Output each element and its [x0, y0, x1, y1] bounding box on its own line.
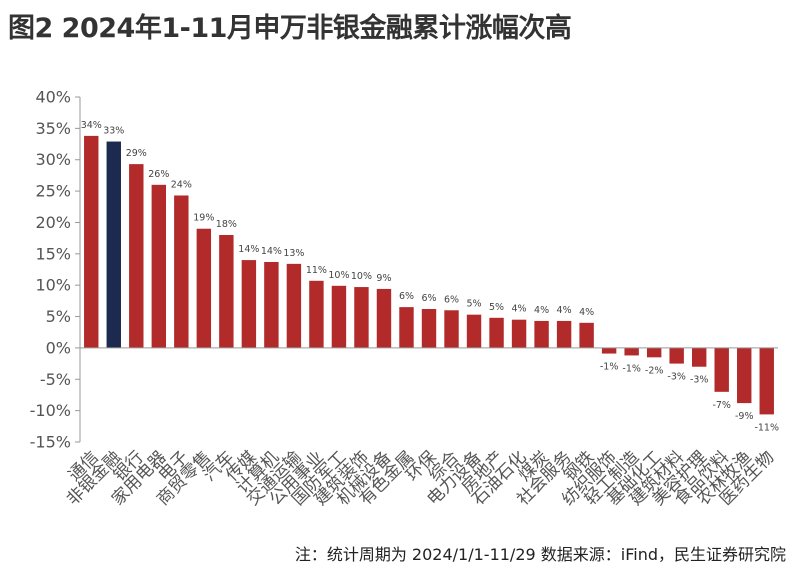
data-label: 10% — [328, 270, 349, 281]
source-note: 注：统计周期为 2024/1/1-11/29 数据来源：iFind，民生证券研究… — [294, 545, 786, 564]
bar-家用电器 — [151, 184, 167, 348]
data-label: 19% — [193, 213, 214, 224]
data-label: -11% — [754, 422, 779, 433]
y-tick-label: 10% — [35, 276, 71, 295]
data-label: 24% — [171, 179, 192, 190]
bar-房地产 — [489, 317, 504, 348]
y-tick-label: -10% — [30, 401, 71, 420]
data-label: 5% — [489, 302, 504, 313]
y-tick-label: 30% — [35, 150, 71, 169]
bar-通信 — [84, 135, 99, 348]
bar-食品饮料 — [714, 347, 729, 392]
bar-纺织服饰 — [601, 347, 617, 354]
bar-社会服务 — [556, 320, 572, 348]
bar-商贸零售 — [196, 228, 212, 348]
y-tick-label: 15% — [35, 244, 71, 263]
data-label: -3% — [667, 372, 686, 383]
y-tick-label: -5% — [40, 370, 71, 389]
bar-建筑装饰 — [354, 287, 369, 348]
bar-石油石化 — [511, 319, 527, 348]
data-label: 6% — [399, 291, 414, 302]
bar-机械设备 — [376, 288, 392, 348]
data-label: 14% — [261, 246, 282, 257]
y-tick-label: 5% — [46, 307, 71, 326]
bar-煤炭 — [534, 320, 549, 348]
data-label: 6% — [444, 294, 459, 305]
bar-传媒 — [241, 260, 257, 348]
bar-非银金融 — [106, 141, 121, 348]
data-label: 13% — [283, 248, 304, 259]
y-tick-label: 25% — [35, 182, 71, 201]
data-label: 4% — [579, 307, 594, 318]
bar-钢铁 — [579, 322, 594, 348]
bar-基础化工 — [646, 347, 662, 358]
bar-美容护理 — [691, 347, 707, 367]
data-label: 29% — [126, 148, 147, 159]
data-label: 4% — [534, 305, 549, 316]
bar-环保 — [421, 309, 437, 348]
data-label: -1% — [622, 363, 641, 374]
data-label: 4% — [512, 304, 527, 315]
data-label: 26% — [148, 169, 169, 180]
bar-有色金属 — [399, 307, 414, 348]
data-label: 6% — [421, 293, 436, 304]
data-label: -7% — [712, 400, 731, 411]
data-label: -2% — [645, 365, 664, 376]
data-label: 33% — [103, 126, 124, 137]
data-label: -1% — [600, 362, 619, 373]
y-tick-label: 35% — [35, 119, 71, 138]
y-tick-label: -15% — [30, 433, 71, 452]
bar-医药生物 — [759, 347, 774, 415]
bar-计算机 — [264, 261, 279, 348]
data-label: 9% — [376, 273, 391, 284]
chart-title: 图2 2024年1-11月申万非银金融累计涨幅次高 — [8, 13, 572, 44]
data-label: 4% — [557, 305, 572, 316]
y-tick-label: 40% — [35, 88, 71, 107]
bar-电子 — [174, 195, 189, 348]
bar-农林牧渔 — [737, 347, 752, 404]
bar-国防军工 — [331, 285, 347, 348]
bar-综合 — [444, 310, 459, 348]
y-tick-label: 0% — [46, 338, 71, 357]
data-label: 14% — [238, 244, 259, 255]
data-label: 18% — [216, 219, 237, 230]
data-label: 5% — [466, 299, 481, 310]
bar-轻工制造 — [624, 347, 639, 356]
data-label: -3% — [690, 375, 709, 386]
bar-公用事业 — [309, 280, 324, 348]
data-label: 11% — [306, 265, 327, 276]
bar-建筑材料 — [669, 347, 684, 364]
bar-电力设备 — [466, 314, 482, 348]
data-label: 10% — [351, 271, 372, 282]
data-label: 34% — [81, 120, 102, 131]
data-label: -9% — [735, 411, 754, 422]
y-tick-label: 20% — [35, 213, 71, 232]
bar-交通运输 — [286, 263, 302, 348]
bar-汽车 — [219, 235, 234, 348]
bar-银行 — [129, 164, 144, 348]
